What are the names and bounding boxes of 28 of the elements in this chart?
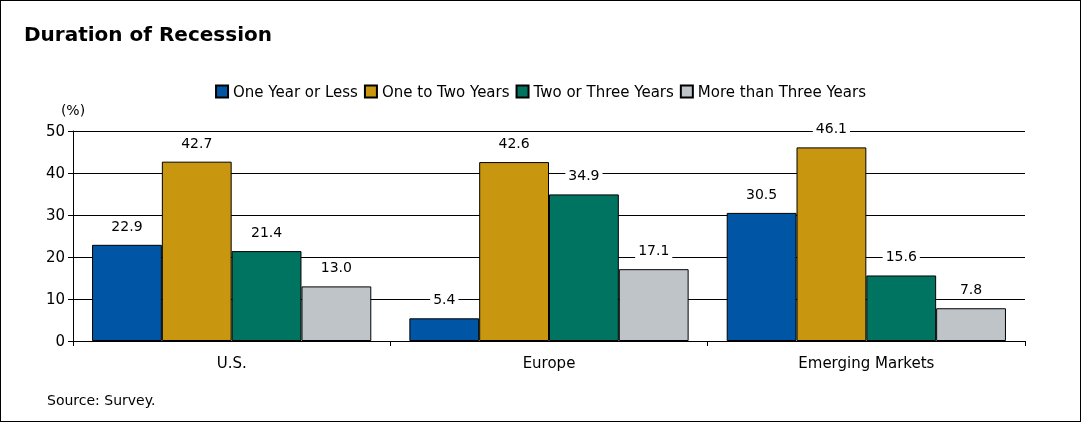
data-label: 42.6 (498, 135, 530, 152)
data-label: 5.4 (433, 291, 456, 308)
x-tick-label: Emerging Markets (798, 353, 935, 372)
data-label: 7.8 (959, 281, 983, 298)
data-label: 17.1 (638, 242, 670, 259)
data-label: 30.5 (746, 185, 778, 202)
data-label: 13.0 (320, 259, 352, 276)
data-label: 42.7 (181, 134, 213, 151)
y-tick-label: 0 (55, 332, 65, 350)
legend-label: One Year or Less (233, 82, 359, 101)
x-tick-label: Europe (522, 353, 576, 372)
legend-label: One to Two Years (381, 82, 510, 101)
y-tick-label: 30 (45, 206, 65, 224)
data-label: 21.4 (250, 224, 283, 241)
y-tick-label: 10 (45, 290, 65, 308)
y-tick-label: 50 (45, 122, 65, 140)
y-axis-title: (%) (60, 102, 86, 118)
data-label: 34.9 (568, 167, 600, 184)
chart-title: Duration of Recession (24, 22, 272, 46)
x-tick-label: U.S. (216, 353, 247, 372)
data-label: 46.1 (815, 120, 848, 137)
y-tick-label: 20 (45, 248, 65, 266)
legend-label: Two or Three Years (532, 82, 675, 101)
data-label: 22.9 (111, 217, 143, 234)
legend-label: More than Three Years (697, 82, 867, 101)
y-tick-label: 40 (45, 164, 65, 182)
data-label: 15.6 (885, 248, 917, 265)
source-note: Source: Survey. (47, 392, 156, 408)
